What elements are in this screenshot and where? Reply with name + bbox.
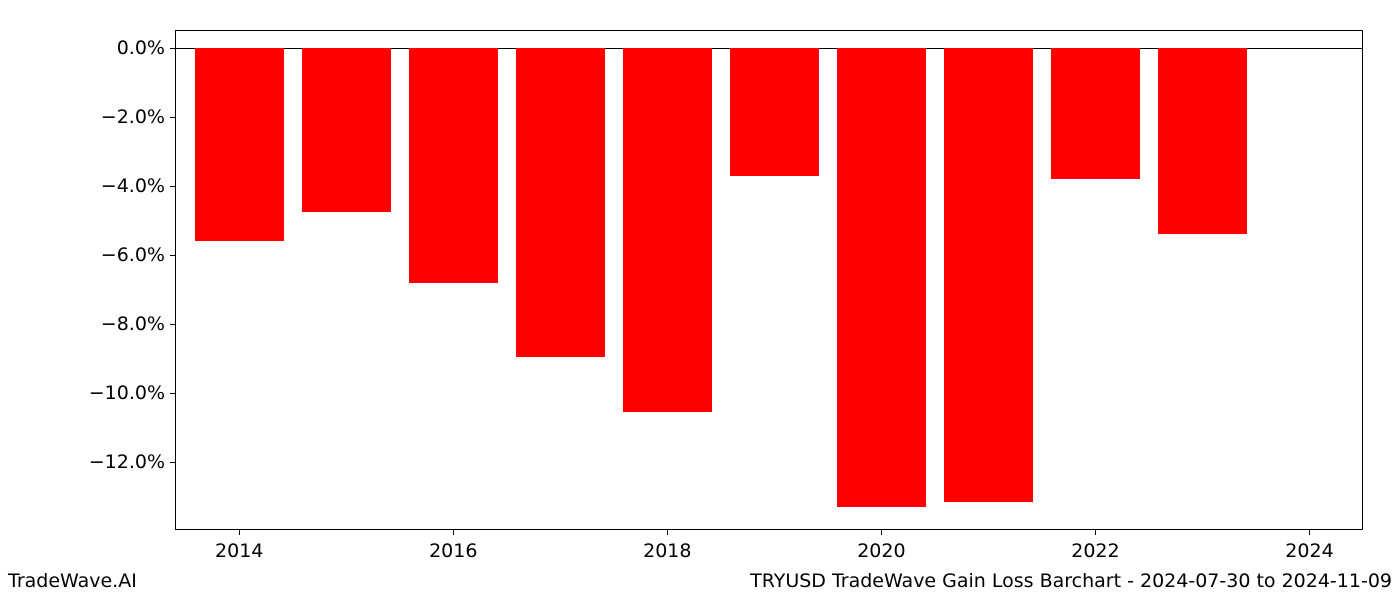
- bar: [944, 48, 1033, 501]
- x-tick-label: 2016: [429, 540, 477, 562]
- x-tick-label: 2024: [1285, 540, 1333, 562]
- y-tick-mark: [170, 255, 175, 256]
- bar: [409, 48, 498, 282]
- bar: [623, 48, 712, 412]
- x-tick-label: 2020: [857, 540, 905, 562]
- bar: [1051, 48, 1140, 179]
- y-tick-mark: [170, 117, 175, 118]
- bar: [730, 48, 819, 176]
- y-tick-mark: [170, 393, 175, 394]
- x-tick-mark: [881, 530, 882, 535]
- spine-left: [175, 31, 176, 530]
- y-tick-mark: [170, 186, 175, 187]
- y-tick-label: −12.0%: [89, 451, 165, 473]
- footer-right-text: TRYUSD TradeWave Gain Loss Barchart - 20…: [750, 570, 1392, 592]
- x-tick-mark: [239, 530, 240, 535]
- y-tick-mark: [170, 324, 175, 325]
- y-tick-mark: [170, 48, 175, 49]
- y-tick-label: −8.0%: [101, 313, 165, 335]
- bar: [302, 48, 391, 212]
- x-tick-mark: [453, 530, 454, 535]
- x-tick-label: 2018: [643, 540, 691, 562]
- footer-left-text: TradeWave.AI: [8, 570, 137, 592]
- x-tick-label: 2022: [1071, 540, 1119, 562]
- y-tick-label: −6.0%: [101, 244, 165, 266]
- y-tick-label: −10.0%: [89, 382, 165, 404]
- chart-container: 0.0%−2.0%−4.0%−6.0%−8.0%−10.0%−12.0%2014…: [175, 30, 1363, 530]
- x-tick-mark: [1309, 530, 1310, 535]
- x-tick-mark: [1095, 530, 1096, 535]
- x-tick-label: 2014: [215, 540, 263, 562]
- bar: [1158, 48, 1247, 234]
- bar: [516, 48, 605, 357]
- bar: [837, 48, 926, 507]
- y-tick-mark: [170, 462, 175, 463]
- y-tick-label: 0.0%: [117, 37, 165, 59]
- spine-bottom: [175, 529, 1362, 530]
- x-tick-mark: [667, 530, 668, 535]
- bar: [195, 48, 284, 241]
- y-tick-label: −4.0%: [101, 175, 165, 197]
- plot-area: 0.0%−2.0%−4.0%−6.0%−8.0%−10.0%−12.0%2014…: [175, 30, 1363, 530]
- y-tick-label: −2.0%: [101, 106, 165, 128]
